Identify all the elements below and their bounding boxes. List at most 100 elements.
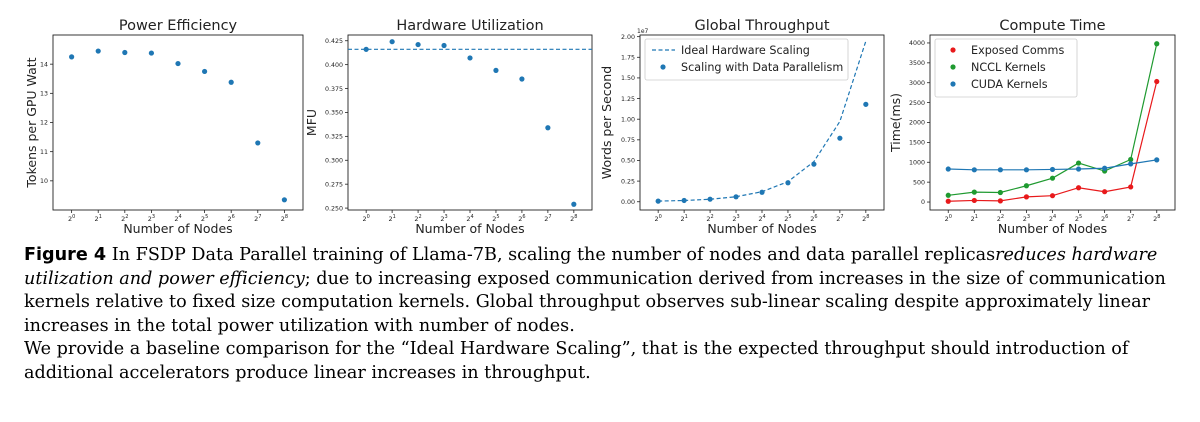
caption-text-3: We provide a baseline comparison for the… [24,339,1129,383]
x-tick-label: 28 [570,214,577,223]
caption-text-1: In FSDP Data Parallel training of Llama-… [106,245,996,265]
data-point [441,42,447,49]
x-axis-label: Number of Nodes [123,221,232,236]
y-tick-label: 2500 [909,100,925,107]
chart-title: Compute Time [999,18,1105,34]
figure-caption: Figure 4 In FSDP Data Parallel training … [24,244,1184,385]
series-cuda-kernels [945,157,1160,173]
y-tick-label: 0.25 [621,178,635,185]
data-point [493,67,499,73]
y-tick-label: 0.75 [621,137,635,144]
data-point [1049,193,1056,199]
x-tick-label: 26 [228,214,235,223]
data-point [811,161,817,167]
data-point [707,196,713,202]
y-axis-label: Words per Second [599,66,614,179]
data-point [1128,156,1134,163]
x-tick-label: 23 [148,214,155,223]
y-tick-label: 0 [921,199,925,206]
y-tick-label: 2.00 [621,34,635,41]
data-point [175,60,181,67]
y-tick-label: 14 [40,61,48,68]
data-point [997,198,1003,204]
data-point [1049,166,1056,173]
data-point [1023,194,1030,200]
data-point [1023,183,1030,189]
legend-label: NCCL Kernels [971,61,1046,74]
data-point [971,189,977,195]
data-point [945,192,951,198]
figure-charts: Power Efficiency Number of Nodes Tokens pe… [24,18,1176,236]
data-point [467,55,473,61]
y-tick-label: 0.00 [621,199,635,206]
x-tick-label: 27 [836,214,843,223]
y-tick-label: 13 [40,91,48,98]
y-axis-label: Tokens per GPU Watt [24,57,39,188]
legend-label: Scaling with Data Parallelism [681,61,843,74]
data-point [1154,78,1160,85]
x-tick-label: 20 [68,214,75,223]
chart-title: Global Throughput [694,18,829,34]
x-tick-label: 24 [174,214,181,223]
chart-hardware-utilization: Hardware Utilization Number of Nodes MFU 20… [304,18,593,236]
legend-marker [660,64,666,70]
data-point [122,49,128,56]
y-tick-label: 0.375 [325,86,343,93]
data-point [1154,157,1160,163]
x-tick-label: 22 [997,214,1004,223]
y-axis-label: MFU [304,109,319,136]
caption-paragraph-1: Figure 4 In FSDP Data Parallel training … [24,244,1184,338]
x-tick-label: 25 [784,214,791,223]
chart-title: Power Efficiency [119,18,238,34]
x-axis-label: Number of Nodes [415,221,524,236]
caption-paragraph-2: We provide a baseline comparison for the… [24,338,1184,385]
x-tick-label: 20 [655,214,662,223]
data-point [1128,161,1134,167]
x-tick-label: 21 [971,214,978,223]
data-point [1049,175,1056,181]
x-tick-label: 23 [1023,214,1030,223]
series-power-efficiency [69,48,287,203]
data-point [1102,189,1108,195]
x-tick-label: 27 [254,214,261,223]
chart-compute-time: Compute Time Number of Nodes Time(ms) 20 21 2… [888,18,1176,236]
data-point [519,76,525,82]
data-point [1102,165,1108,171]
caption-text-2: ; due to increasing exposed communicatio… [24,268,1166,336]
series-scaling-with-data-parallelism [655,101,869,204]
series-line [948,81,1158,202]
x-tick-label: 27 [1127,214,1134,223]
x-tick-label: 24 [466,214,473,223]
data-point [69,54,75,60]
series-exposed-comms [945,78,1160,204]
chart-title: Hardware Utilization [396,18,543,34]
x-tick-label: 20 [363,214,370,223]
legend-label: Exposed Comms [971,44,1064,57]
legend-frame [934,38,1078,98]
data-point [863,101,869,107]
x-tick-label: 22 [414,214,421,223]
x-tick-label: 21 [95,214,102,223]
data-point [1128,184,1134,190]
x-tick-label: 21 [388,214,395,223]
data-point [971,167,977,173]
x-axis-label: Number of Nodes [998,221,1107,236]
legend-label: Ideal Hardware Scaling [681,44,810,57]
y-tick-label: 500 [913,179,925,186]
y-tick-label: 1500 [909,140,925,147]
y-tick-label: 3000 [909,80,925,87]
data-point [255,140,261,146]
y-tick-label: 1.25 [621,96,635,103]
legend-label: CUDA Kernels [971,78,1048,91]
y-tick-label: 0.325 [325,134,343,141]
x-tick-label: 26 [1101,214,1108,223]
y-tick-label: 1.00 [621,116,635,123]
data-point [415,41,421,48]
x-tick-label: 25 [201,214,208,223]
legend-marker [950,47,956,53]
y-tick-label: 4000 [909,40,925,47]
axis-multiplier: 1e7 [637,28,649,35]
data-point [971,197,977,204]
caption-label: Figure 4 [24,245,107,265]
x-tick-label: 24 [758,214,765,223]
